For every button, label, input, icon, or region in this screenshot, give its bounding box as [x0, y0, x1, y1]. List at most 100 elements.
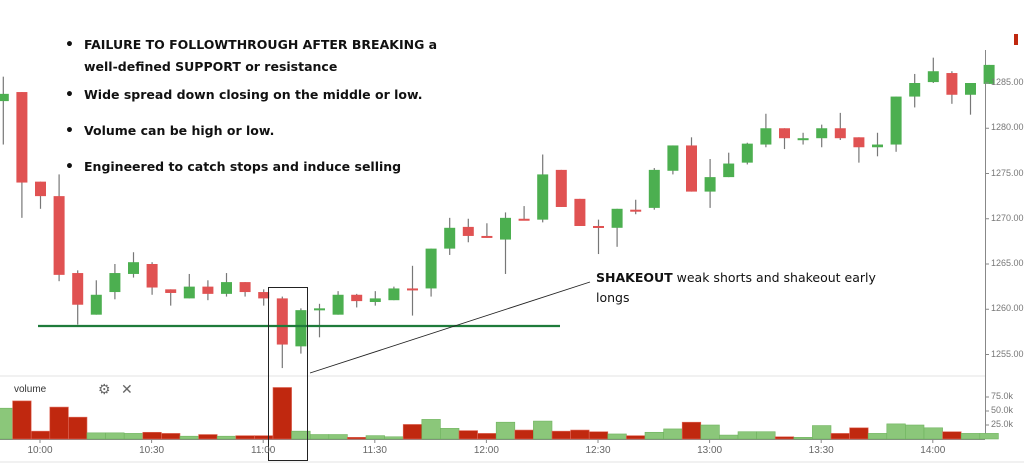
volume-bar	[942, 431, 962, 440]
candle-up	[332, 294, 344, 315]
volume-bar	[960, 433, 981, 440]
candle-up	[128, 262, 139, 274]
candle-down	[407, 288, 418, 291]
candle-down	[630, 209, 642, 212]
volume-bar	[830, 433, 850, 440]
volume-bar	[867, 433, 888, 440]
candle-up	[388, 288, 400, 301]
time-tick-label: 11:30	[362, 445, 387, 456]
candle-up	[667, 145, 679, 171]
volume-bar	[533, 420, 553, 440]
gear-icon[interactable]: ⚙	[98, 381, 111, 397]
time-tick-label: 13:00	[697, 445, 723, 456]
candle-up	[109, 273, 121, 293]
volume-bar	[328, 434, 348, 440]
volume-bar	[309, 434, 330, 440]
bullet-item: • Wide spread down closing on the middle…	[62, 84, 437, 106]
volume-bar	[607, 433, 627, 440]
volume-bar	[216, 435, 237, 440]
volume-bar	[272, 387, 292, 440]
bullet-item: • FAILURE TO FOLLOWTHROUGH AFTER BREAKIN…	[62, 34, 437, 78]
time-tick-label: 10:00	[27, 445, 53, 456]
axis-ticks	[39, 82, 989, 443]
candle-up	[611, 208, 623, 228]
candle-down	[853, 137, 865, 148]
volume-bar	[495, 421, 516, 440]
volume-bar	[719, 434, 739, 440]
bullet-dot-icon: •	[65, 123, 74, 139]
bullet-text: Wide spread down closing on the middle o…	[84, 87, 423, 102]
bullet-text-line2: well-defined SUPPORT or resistance	[84, 59, 338, 74]
time-tick-label: 13:30	[808, 445, 834, 456]
volume-bars	[0, 387, 999, 440]
candle-up	[221, 282, 232, 294]
candle-up	[760, 128, 772, 145]
volume-bar	[458, 430, 478, 440]
volume-panel-label: volume	[14, 384, 47, 395]
price-tick-label: 1285.00	[991, 77, 1024, 87]
candle-down	[593, 225, 604, 228]
volume-bar	[812, 425, 832, 440]
volume-bar	[923, 427, 943, 440]
price-marker	[1014, 34, 1018, 45]
candle-up	[872, 144, 883, 148]
volume-bar	[663, 428, 683, 440]
time-tick-label: 11:00	[251, 445, 276, 456]
volume-tick-label: 25.0k	[991, 419, 1014, 429]
close-icon[interactable]: ✕	[121, 381, 133, 397]
candle-up	[816, 128, 828, 139]
candle-up	[183, 286, 195, 299]
volume-bar	[105, 432, 125, 440]
bullet-dot-icon: •	[65, 159, 74, 175]
volume-bar	[644, 431, 664, 440]
candle-down	[258, 292, 270, 299]
candle-up	[648, 169, 660, 208]
candle-up	[983, 64, 995, 84]
candle-down	[555, 169, 567, 207]
candle-down	[16, 92, 28, 183]
candle-up	[927, 71, 939, 83]
bullet-dot-icon: •	[65, 37, 74, 53]
volume-bar	[570, 429, 590, 440]
candle-up	[965, 83, 976, 95]
candle-up	[890, 96, 902, 145]
volume-bar	[849, 427, 869, 440]
candle-up	[425, 248, 437, 289]
candle-down	[72, 273, 84, 305]
volume-bar	[774, 436, 795, 440]
volume-bar	[179, 435, 199, 440]
bullet-dot-icon: •	[65, 87, 74, 103]
price-tick-label: 1280.00	[991, 122, 1024, 133]
candle-down	[462, 226, 474, 236]
volume-bar	[979, 433, 999, 440]
time-tick-label: 10:30	[139, 445, 165, 456]
shakeout-pointer-line	[309, 281, 591, 374]
candle-up	[295, 310, 307, 347]
shakeout-highlight-box	[268, 287, 308, 461]
volume-bar	[588, 431, 609, 440]
volume-bar	[886, 423, 906, 440]
time-tick-label: 12:30	[585, 445, 611, 456]
volume-bar	[421, 419, 441, 440]
candle-down	[146, 264, 158, 288]
bullet-item: • Volume can be high or low.	[62, 120, 437, 142]
volume-bar	[440, 428, 460, 440]
volume-bar	[30, 430, 51, 440]
shakeout-title: SHAKEOUT	[596, 270, 673, 285]
candle-up	[909, 83, 921, 97]
bullet-text: Volume can be high or low.	[84, 123, 275, 138]
volume-bar	[86, 432, 106, 440]
candle-down	[202, 286, 214, 294]
candle-up	[723, 163, 735, 178]
price-tick-label: 1275.00	[991, 167, 1024, 178]
volume-bar	[384, 436, 404, 440]
candle-down	[239, 282, 251, 293]
volume-bar	[142, 431, 162, 440]
candle-down	[686, 145, 697, 192]
time-tick-label: 14:00	[920, 445, 946, 456]
bullet-text-line1: FAILURE TO FOLLOWTHROUGH AFTER BREAKING …	[84, 37, 438, 52]
volume-bar	[793, 437, 813, 440]
annotation-bullets: • FAILURE TO FOLLOWTHROUGH AFTER BREAKIN…	[62, 34, 437, 178]
volume-bar	[514, 429, 534, 440]
